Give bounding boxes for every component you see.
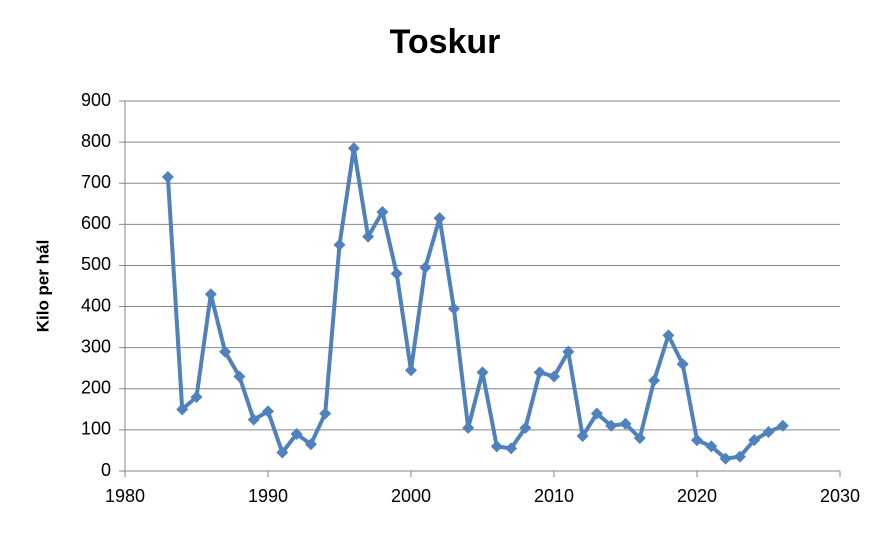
marker: [390, 267, 403, 280]
marker: [762, 425, 775, 438]
marker: [576, 430, 589, 443]
y-tick-label: 500: [81, 254, 111, 274]
marker: [590, 407, 603, 420]
marker: [233, 370, 246, 383]
marker: [219, 345, 232, 358]
marker: [290, 428, 303, 440]
line: [165, 146, 784, 461]
marker: [662, 329, 675, 342]
x-tick-label: 2000: [391, 486, 431, 506]
marker: [691, 434, 703, 447]
marker: [533, 366, 546, 379]
marker: [362, 230, 375, 243]
marker: [419, 261, 432, 274]
x-tick-label: 2010: [534, 486, 574, 506]
y-tick-label: 600: [81, 213, 111, 233]
x-tick-label: 1990: [248, 486, 288, 506]
marker: [476, 366, 489, 379]
y-tick-label: 800: [81, 131, 111, 151]
marker: [490, 440, 503, 453]
x-tick-label: 1980: [105, 486, 145, 506]
marker: [447, 302, 460, 315]
marker: [776, 419, 789, 432]
x-tick-label: 2020: [677, 486, 717, 506]
marker: [748, 434, 761, 447]
x-tick-label: 2030: [820, 486, 860, 506]
y-tick-label: 300: [81, 336, 111, 356]
y-tick-label: 200: [81, 378, 111, 398]
marker: [176, 403, 189, 416]
marker: [276, 446, 289, 459]
marker: [605, 419, 618, 432]
marker: [190, 391, 203, 403]
marker: [247, 413, 260, 426]
marker: [505, 442, 518, 455]
marker: [319, 407, 332, 420]
marker: [705, 440, 718, 453]
marker: [304, 438, 317, 451]
marker: [733, 450, 746, 463]
marker: [433, 212, 446, 225]
marker: [161, 171, 174, 184]
marker: [376, 206, 389, 218]
marker: [204, 288, 217, 301]
y-axis-label: Kilo per hál: [33, 240, 52, 333]
chart-title: Toskur: [390, 23, 501, 61]
marker: [562, 345, 575, 358]
marker: [676, 358, 689, 371]
y-tick-label: 700: [81, 172, 111, 192]
marker: [347, 142, 360, 155]
marker: [648, 374, 661, 387]
marker: [619, 417, 632, 430]
marker: [719, 452, 732, 465]
marker: [405, 364, 417, 377]
marker: [519, 421, 532, 434]
y-tick-label: 100: [81, 419, 111, 439]
marker: [548, 370, 560, 383]
y-tick-label: 900: [81, 90, 111, 110]
marker: [462, 421, 475, 434]
y-tick-label: 400: [81, 295, 111, 315]
marker: [633, 432, 646, 445]
marker: [262, 405, 274, 418]
marker: [333, 238, 346, 251]
y-tick-label: 0: [101, 460, 111, 480]
